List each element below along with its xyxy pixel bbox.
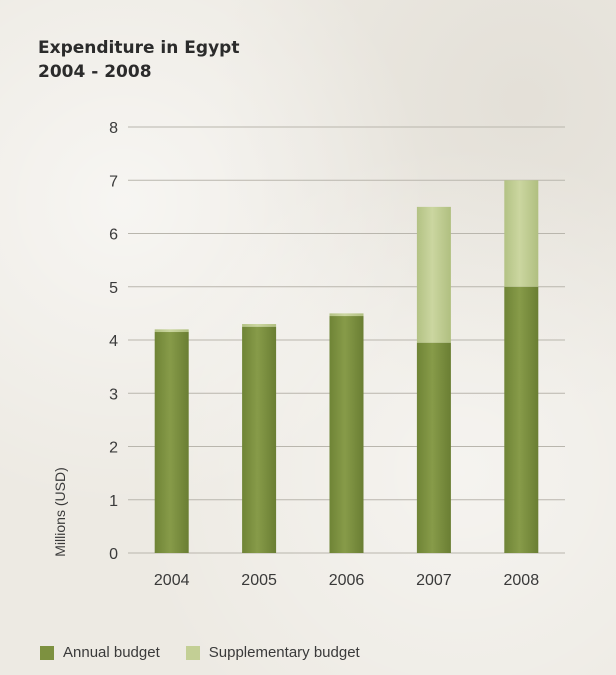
y-axis-label: Millions (USD) — [52, 467, 68, 556]
y-tick-label: 1 — [109, 493, 118, 510]
x-tick-label: 2004 — [154, 572, 190, 589]
x-tick-label: 2005 — [241, 572, 277, 589]
bar-annual — [242, 326, 277, 553]
legend-item-supplementary: Supplementary budget — [185, 644, 360, 661]
bar-annual — [504, 286, 539, 553]
y-tick-label: 5 — [109, 280, 118, 297]
chart-title-line: Expenditure in Egypt — [38, 38, 240, 58]
y-tick-label: 3 — [109, 386, 118, 403]
bar-supplementary — [329, 313, 364, 317]
x-tick-label: 2006 — [329, 572, 365, 589]
legend: Annual budget Supplementary budget — [40, 644, 386, 661]
bar-supplementary — [504, 180, 539, 287]
bar-supplementary — [154, 329, 189, 333]
y-tick-label: 4 — [109, 333, 118, 350]
y-tick-label: 6 — [109, 227, 118, 244]
x-tick-label: 2007 — [416, 572, 452, 589]
y-tick-label: 2 — [109, 440, 118, 457]
bar-supplementary — [416, 206, 451, 343]
legend-label-supplementary: Supplementary budget — [208, 644, 360, 661]
x-tick-label: 2008 — [504, 572, 540, 589]
bar-supplementary — [242, 324, 277, 327]
bar-annual — [154, 332, 189, 553]
legend-swatch-annual — [40, 645, 54, 660]
y-tick-label: 8 — [109, 120, 118, 137]
legend-label-annual: Annual budget — [63, 644, 160, 661]
bar-annual — [416, 342, 451, 553]
legend-item-annual: Annual budget — [40, 644, 160, 661]
y-tick-label: 0 — [109, 546, 118, 563]
bars — [154, 180, 539, 553]
y-tick-label: 7 — [109, 173, 118, 190]
axis-labels: 0 1 2 3 4 5 6 7 8 2004 2005 2006 2007 2008 — [109, 120, 539, 589]
chart-subtitle: 2004 - 2008 — [38, 62, 152, 82]
chart-title: Expenditure in Egypt 2004 - 2008 — [38, 36, 239, 84]
bar-annual — [329, 316, 364, 553]
legend-swatch-supplementary — [185, 645, 200, 660]
